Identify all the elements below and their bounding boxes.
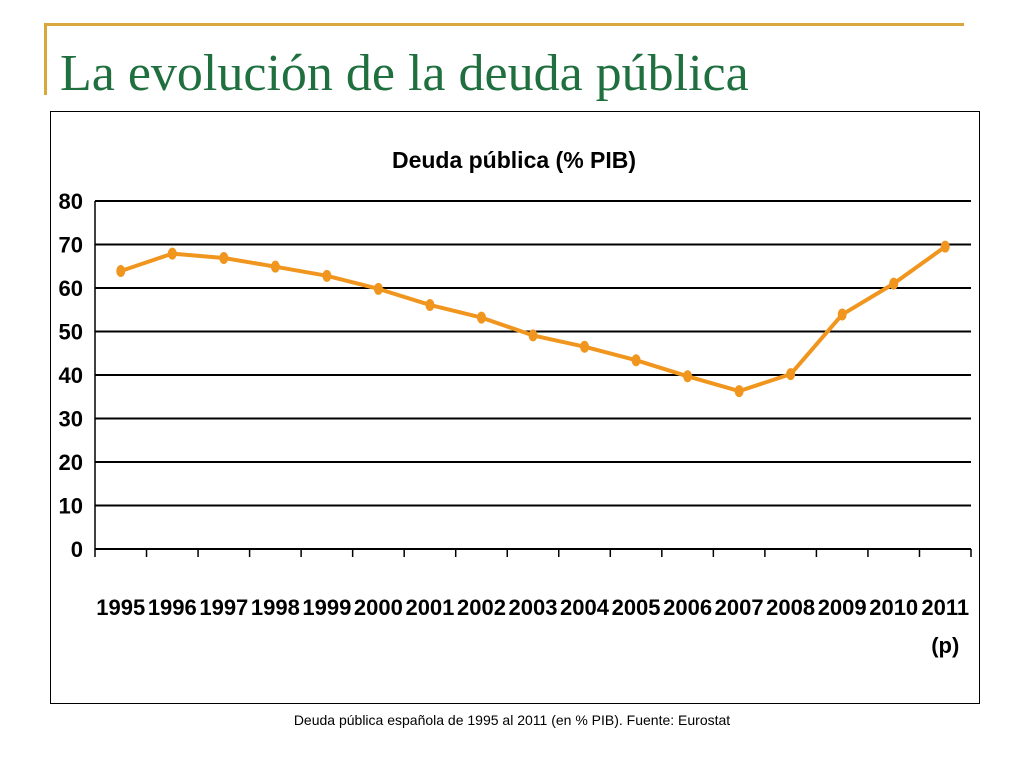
y-tick-label: 20: [59, 450, 83, 475]
y-tick-label: 70: [59, 233, 83, 258]
slide-title: La evolución de la deuda pública: [60, 45, 749, 102]
x-tick-label: 2003: [509, 595, 558, 620]
x-tick-label: 1998: [251, 595, 300, 620]
y-tick-label: 10: [59, 494, 83, 519]
y-tick-label: 60: [59, 276, 83, 301]
data-point-2010: [889, 277, 899, 290]
x-tick-label: 1996: [148, 595, 197, 620]
data-point-2006: [683, 370, 693, 383]
data-point-1999: [322, 269, 332, 282]
x-tick-label: 2011: [921, 595, 969, 620]
x-tick-label: 2001: [405, 595, 454, 620]
chart-title: Deuda pública (% PIB): [392, 147, 636, 173]
x-tick-label: 2006: [663, 595, 712, 620]
chart-frame: Deuda pública (% PIB) 0 10 20 30 40 50 60 70 80 …: [50, 111, 980, 704]
data-point-1998: [270, 260, 280, 273]
chart-caption: Deuda pública española de 1995 al 2011 (…: [293, 712, 731, 728]
x-tick-label: 2000: [354, 595, 403, 620]
x-tick-label: 2005: [612, 595, 661, 620]
x-tick-label: 2008: [766, 595, 815, 620]
data-point-2009: [837, 308, 847, 321]
y-tick-label: 40: [59, 363, 83, 388]
x-tick-label: 1995: [96, 595, 145, 620]
y-tick-label: 50: [59, 320, 83, 345]
data-point-2002: [476, 311, 486, 324]
decorative-left-rule: [44, 23, 47, 95]
data-point-2004: [580, 340, 590, 353]
data-point-1997: [219, 251, 229, 264]
data-point-1995: [116, 265, 126, 278]
y-tick-label: 30: [59, 407, 83, 432]
x-tick-sublabel: (p): [931, 633, 959, 658]
y-tick-label: 80: [59, 189, 83, 214]
y-axis: 0 10 20 30 40 50 60 70 80: [59, 189, 96, 562]
data-point-2003: [528, 329, 538, 342]
line-chart: Deuda pública (% PIB) 01020304050607080 …: [59, 147, 972, 658]
decorative-top-rule: [44, 23, 964, 26]
series-line-0: [120, 245, 947, 394]
y-tick-label: 0: [71, 537, 83, 562]
data-point-2011: [940, 240, 950, 253]
x-tick-label: 2007: [715, 595, 764, 620]
data-point-1996: [167, 247, 177, 260]
data-point-2008: [786, 368, 796, 381]
x-tick-label: 1999: [302, 595, 351, 620]
data-point-2005: [631, 354, 641, 367]
x-tick-label: 2004: [560, 595, 610, 620]
series-line: [116, 240, 950, 398]
x-tick-label: 1997: [199, 595, 248, 620]
data-point-2001: [425, 298, 435, 311]
x-axis: 1995 1996 1997 1998 1999 2000 2001 2002 2003 2004…: [94, 549, 972, 658]
data-point-2007: [734, 385, 744, 398]
x-tick-label: 2010: [869, 595, 918, 620]
x-tick-label: 2009: [818, 595, 867, 620]
data-point-2000: [373, 282, 383, 295]
x-tick-label: 2002: [457, 595, 506, 620]
